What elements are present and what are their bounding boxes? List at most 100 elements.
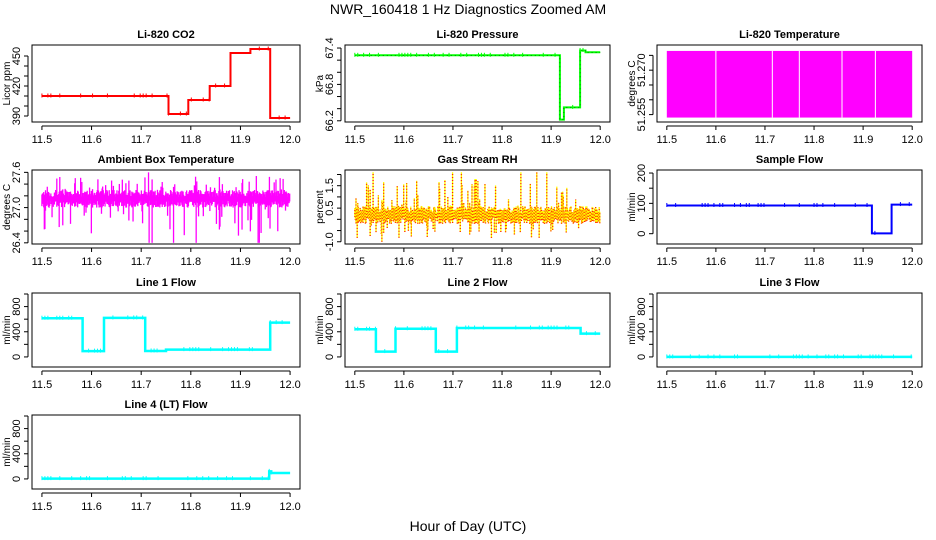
x-tick-label: 11.7 [443, 379, 464, 391]
x-tick-label: 12.0 [901, 256, 922, 268]
y-axis-label: kPa [315, 74, 326, 92]
panel-gas-stream-rh: Gas Stream RH 11.5 11.6 11.7 11.8 11.9 12.0 -1.… [315, 154, 611, 268]
series-points [354, 50, 601, 120]
x-tick-label: 11.7 [131, 134, 152, 146]
x-tick-label: 11.7 [755, 379, 776, 391]
x-tick-label: 11.5 [657, 256, 678, 268]
y-tick-label: 400 [324, 323, 336, 341]
x-tick-label: 11.6 [706, 256, 727, 268]
plot-area [41, 46, 291, 120]
plot-frame [31, 169, 301, 245]
series-line [666, 203, 913, 235]
y-tick-label: -1.0 [324, 232, 336, 251]
y-tick-label: 1.5 [324, 178, 336, 193]
y-axis-label: ml/min [2, 437, 13, 466]
x-tick-label: 11.8 [804, 134, 825, 146]
y-axis-label: ml/min [627, 315, 638, 344]
x-tick-label: 11.8 [804, 379, 825, 391]
y-tick-label: 51.255 [636, 98, 648, 132]
x-tick-label: 11.8 [181, 134, 202, 146]
x-tick-label: 11.7 [131, 256, 152, 268]
x-tick-label: 11.9 [230, 134, 251, 146]
panel-line-1-flow: Line 1 Flow 11.5 11.6 11.7 11.8 11.9 12.0 0 400 8… [2, 277, 301, 391]
x-tick-label: 11.5 [657, 379, 678, 391]
plot-frame [656, 44, 923, 123]
y-axis-label: degrees C [627, 60, 638, 106]
panel-li-820-pressure: Li-820 Pressure 11.5 11.6 11.7 11.8 11.9 12.0 6… [315, 29, 611, 146]
y-tick-label: 200 [636, 164, 648, 182]
x-tick-label: 12.0 [901, 379, 922, 391]
x-tick-label: 11.9 [541, 134, 562, 146]
x-tick-label: 11.5 [345, 379, 366, 391]
panel-ambient-box-temperature: Ambient Box Temperature 11.5 11.6 11.7 11.8 1… [2, 154, 301, 268]
x-tick-label: 12.0 [589, 256, 610, 268]
x-tick-label: 12.0 [279, 379, 300, 391]
x-tick-label: 11.5 [345, 134, 366, 146]
plot-frame [344, 44, 611, 123]
panel-title: Line 3 Flow [760, 277, 820, 289]
x-tick-label: 11.6 [706, 379, 727, 391]
plot-frame [344, 292, 611, 368]
x-tick-label: 11.8 [492, 134, 513, 146]
y-tick-label: 400 [636, 323, 648, 341]
x-tick-label: 11.6 [706, 134, 727, 146]
x-tick-label: 11.9 [230, 256, 251, 268]
plot-frame [31, 292, 301, 368]
y-tick-label: 0 [11, 354, 23, 360]
panel-title: Li-820 Temperature [739, 29, 840, 41]
x-tick-label: 12.0 [279, 134, 300, 146]
series-line [41, 316, 291, 353]
plot-frame [656, 169, 923, 245]
x-tick-label: 11.6 [81, 501, 102, 513]
x-tick-label: 12.0 [901, 134, 922, 146]
x-tick-label: 11.5 [32, 134, 53, 146]
y-tick-label: 800 [636, 297, 648, 315]
panel-title: Ambient Box Temperature [98, 154, 235, 166]
x-tick-label: 11.6 [394, 256, 415, 268]
plot-area [41, 468, 291, 481]
x-tick-label: 11.5 [32, 501, 53, 513]
y-tick-label: 27.6 [11, 162, 23, 183]
plot-area [666, 202, 913, 235]
plot-area [41, 172, 291, 243]
x-tick-label: 11.6 [81, 256, 102, 268]
y-tick-label: 800 [324, 297, 336, 315]
x-tick-label: 11.8 [804, 256, 825, 268]
panel-line-2-flow: Line 2 Flow 11.5 11.6 11.7 11.8 11.9 12.0 0 400 8… [315, 277, 611, 391]
x-tick-label: 11.5 [345, 256, 366, 268]
plot-frame [31, 414, 301, 490]
panel-line-3-flow: Line 3 Flow 11.5 11.6 11.7 11.8 11.9 12.0 0 400 8… [627, 277, 923, 391]
x-tick-label: 11.6 [81, 134, 102, 146]
x-tick-label: 11.9 [541, 379, 562, 391]
panel-sample-flow: Sample Flow 11.5 11.6 11.7 11.8 11.9 12.0 0 100 2… [627, 154, 923, 268]
panel-li-820-temperature: Li-820 Temperature 11.5 11.6 11.7 11.8 11.9 12… [627, 29, 923, 146]
panel-line-4-lt-flow: Line 4 (LT) Flow 11.5 11.6 11.7 11.8 11.9 12.0… [2, 399, 301, 513]
y-tick-label: 0 [11, 476, 23, 482]
plot-frame [31, 44, 301, 123]
plot-area [666, 50, 913, 118]
plot-area [354, 325, 601, 354]
x-tick-label: 11.7 [755, 134, 776, 146]
y-axis-label: ml/min [2, 315, 13, 344]
series-line [354, 49, 601, 121]
y-axis-label: ml/min [627, 192, 638, 221]
y-tick-label: 51.270 [636, 53, 648, 87]
x-tick-label: 11.9 [230, 379, 251, 391]
x-tick-label: 11.7 [443, 256, 464, 268]
x-tick-label: 11.7 [131, 501, 152, 513]
y-tick-label: 450 [11, 47, 23, 65]
x-tick-label: 12.0 [279, 256, 300, 268]
y-tick-label: 66.2 [324, 110, 336, 131]
panel-title: Line 1 Flow [136, 277, 196, 289]
y-tick-label: 0 [636, 354, 648, 360]
plot-area [41, 315, 291, 353]
plot-frame [656, 292, 923, 368]
y-axis-label: percent [315, 190, 326, 224]
x-tick-label: 11.7 [443, 134, 464, 146]
y-tick-label: 0 [324, 354, 336, 360]
y-axis-label: ml/min [315, 315, 326, 344]
y-tick-label: 67.4 [324, 37, 336, 58]
plot-area [354, 172, 601, 242]
panel-title: Line 2 Flow [448, 277, 508, 289]
